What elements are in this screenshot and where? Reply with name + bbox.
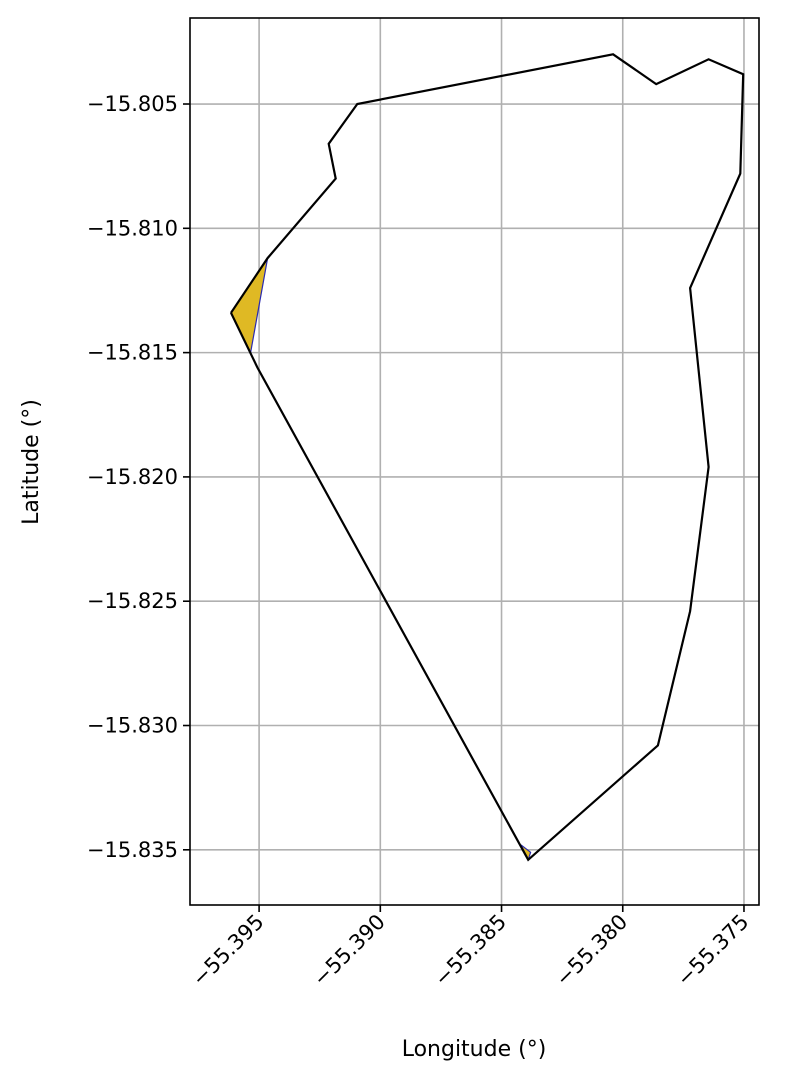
boundary-layer <box>230 53 745 862</box>
y-tick-label: −15.835 <box>87 838 178 862</box>
boundary-polygon <box>230 53 745 862</box>
y-axis-title: Latitude (°) <box>19 399 44 525</box>
grid <box>190 18 759 905</box>
y-tick-label: −15.810 <box>87 216 178 240</box>
y-tick-label: −15.820 <box>87 465 178 489</box>
x-axis-title: Longitude (°) <box>402 1037 547 1062</box>
y-tick-label: −15.830 <box>87 714 178 738</box>
y-tick-label: −15.815 <box>87 341 178 365</box>
y-tick-label: −15.805 <box>87 92 178 116</box>
y-axis-ticks: −15.805 −15.810 −15.815 −15.820 −15.825 −15.8… <box>87 92 190 862</box>
plot-frame <box>189 17 760 906</box>
y-tick-label: −15.825 <box>87 589 178 613</box>
